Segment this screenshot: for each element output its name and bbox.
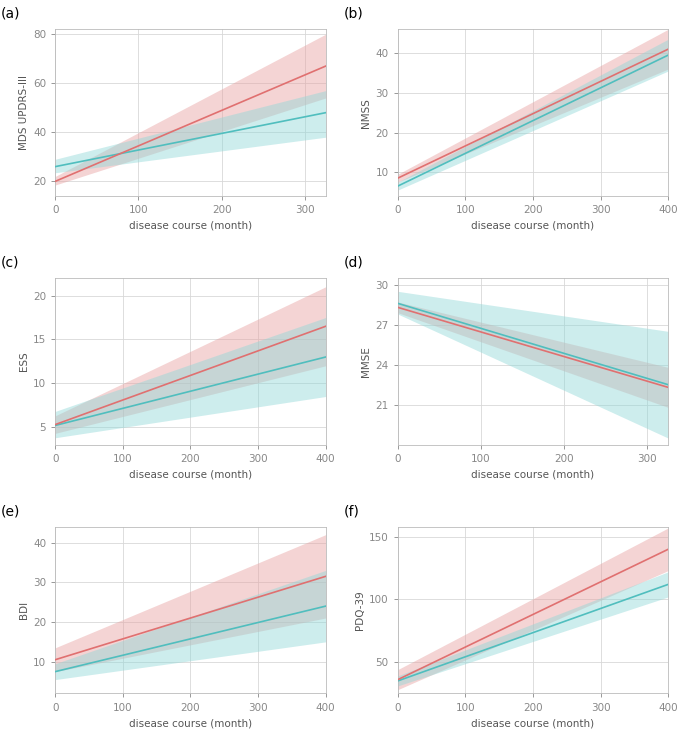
Text: (e): (e): [1, 504, 21, 518]
X-axis label: disease course (month): disease course (month): [129, 470, 252, 479]
X-axis label: disease course (month): disease course (month): [471, 470, 595, 479]
Text: (c): (c): [1, 256, 20, 270]
X-axis label: disease course (month): disease course (month): [471, 718, 595, 728]
Text: (b): (b): [344, 7, 363, 21]
Y-axis label: NMSS: NMSS: [362, 98, 371, 128]
Text: (a): (a): [1, 7, 21, 21]
X-axis label: disease course (month): disease course (month): [129, 718, 252, 728]
Text: (d): (d): [344, 256, 363, 270]
Y-axis label: MMSE: MMSE: [361, 346, 371, 377]
Text: (f): (f): [344, 504, 360, 518]
Y-axis label: ESS: ESS: [18, 351, 29, 371]
X-axis label: disease course (month): disease course (month): [471, 220, 595, 231]
Y-axis label: MDS UPDRS-III: MDS UPDRS-III: [19, 75, 29, 150]
X-axis label: disease course (month): disease course (month): [129, 220, 252, 231]
Y-axis label: BDI: BDI: [19, 601, 29, 619]
Y-axis label: PDQ-39: PDQ-39: [355, 590, 364, 630]
